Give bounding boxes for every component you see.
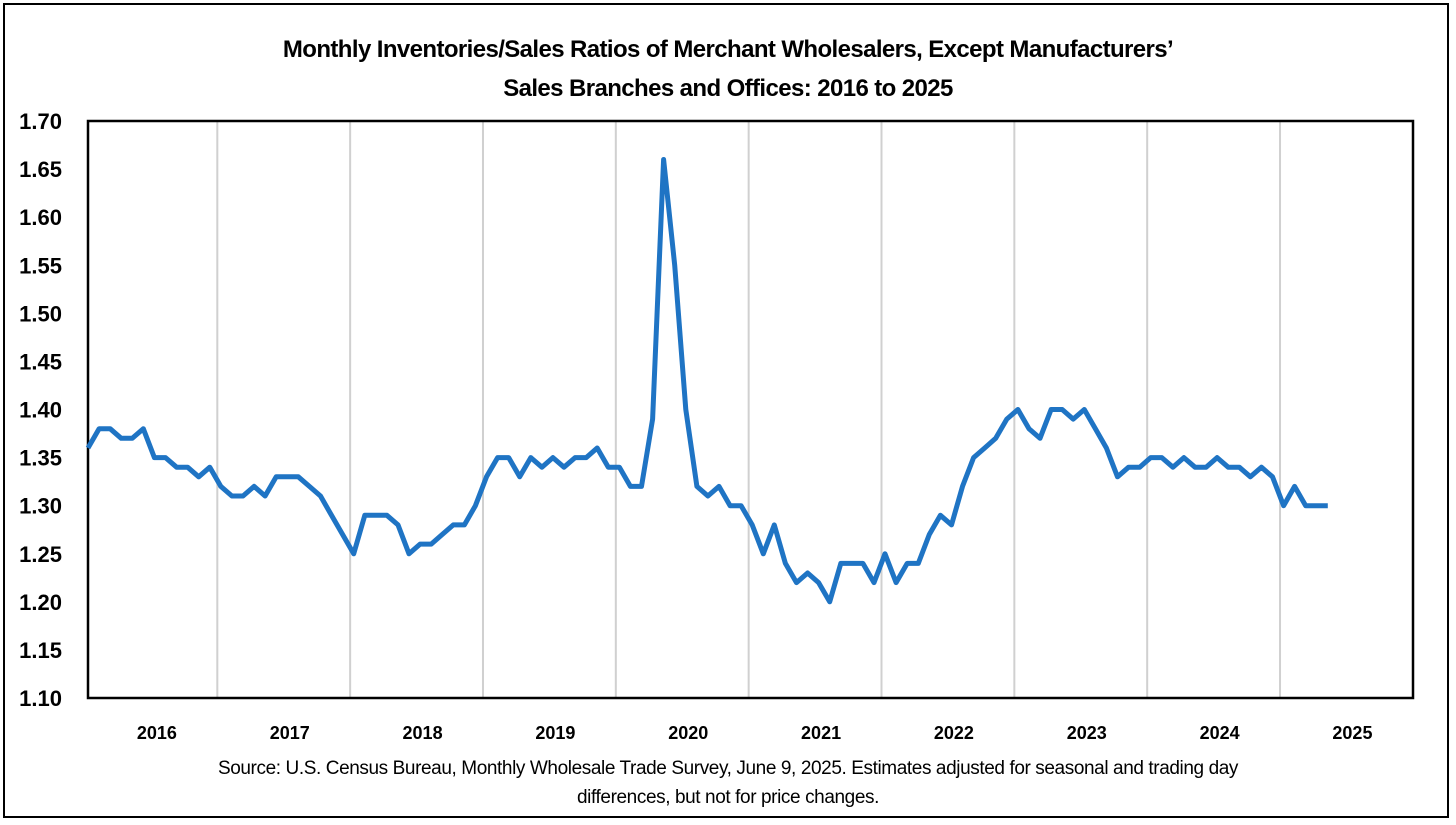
y-tick-label: 1.50 [19,301,62,326]
x-tick-label: 2017 [270,723,310,743]
x-tick-label: 2024 [1200,723,1240,743]
source-note-line-1: Source: U.S. Census Bureau, Monthly Whol… [217,758,1239,779]
chart-frame [3,3,1449,818]
y-tick-label: 1.45 [19,349,62,374]
x-tick-label: 2018 [403,723,443,743]
x-tick-label: 2019 [535,723,575,743]
gridlines [216,121,1282,698]
y-tick-label: 1.70 [19,109,62,134]
x-tick-label: 2023 [1067,723,1107,743]
chart-subtitle: Sales Branches and Offices: 2016 to 2025 [503,75,953,102]
x-tick-label: 2016 [137,723,177,743]
x-tick-label: 2022 [934,723,974,743]
x-tick-label: 2020 [668,723,708,743]
x-axis: 2016 2017 2018 2019 2020 2021 2022 2023 2024 2025 [137,723,1373,743]
x-tick-label: 2021 [801,723,841,743]
plot-area [86,119,1415,700]
y-tick-label: 1.10 [19,686,62,711]
y-tick-label: 1.20 [19,590,62,615]
inventories-sales-ratio-line [85,157,1328,605]
y-tick-label: 1.30 [19,494,62,519]
y-tick-label: 1.40 [19,398,62,423]
series-group [85,157,1328,605]
y-axis: 1.70 1.65 1.60 1.55 1.50 1.45 1.40 1.35 1.30 1.25… [19,109,62,711]
chart-title: Monthly Inventories/Sales Ratios of Merc… [282,36,1174,63]
y-tick-label: 1.60 [19,205,62,230]
y-tick-label: 1.55 [19,253,62,278]
y-tick-label: 1.35 [19,446,62,471]
x-tick-label: 2025 [1332,723,1372,743]
y-tick-label: 1.15 [19,638,62,663]
y-tick-label: 1.25 [19,542,62,567]
y-tick-label: 1.65 [19,157,62,182]
source-note-line-2: differences, but not for price changes. [577,787,879,808]
